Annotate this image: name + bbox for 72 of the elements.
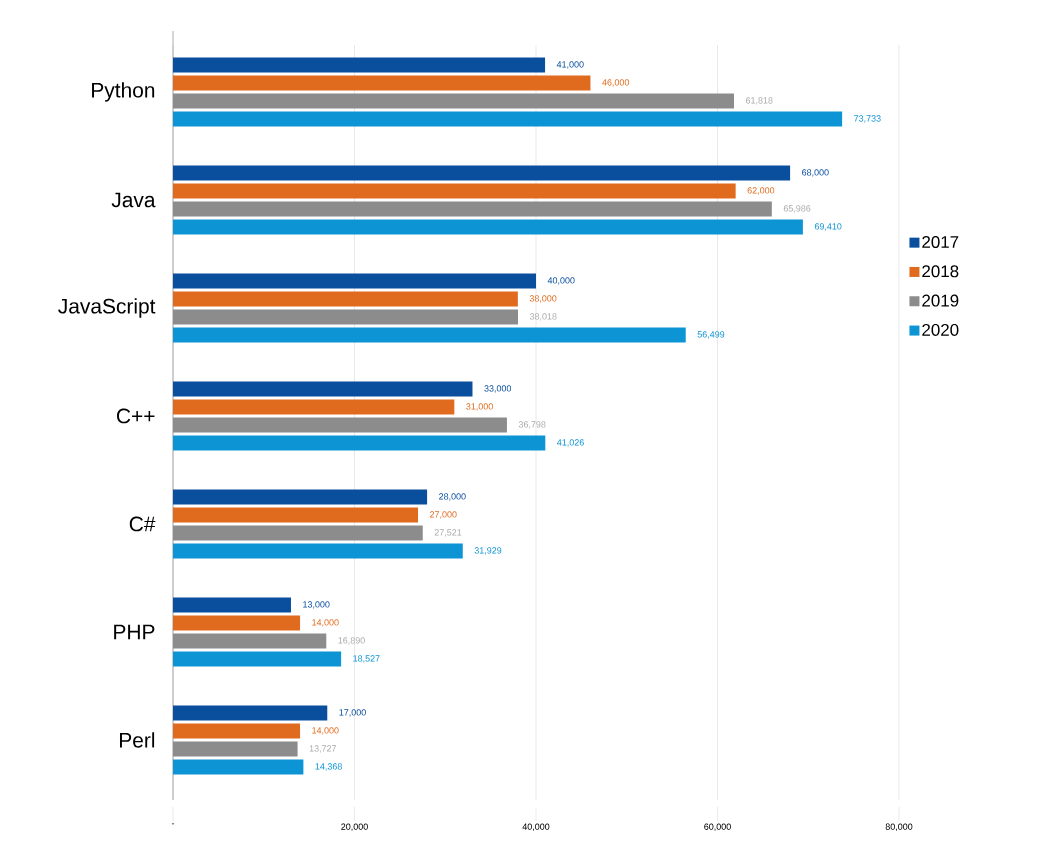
data-label: 61,818 (745, 97, 773, 105)
bar (173, 75, 591, 91)
bar (173, 273, 536, 289)
bar (173, 201, 772, 217)
bar (173, 723, 301, 739)
data-label: 36,798 (518, 421, 546, 429)
data-label: 65,986 (783, 205, 811, 213)
data-label: 13,000 (303, 601, 330, 609)
data-label: 68,000 (802, 169, 829, 177)
y-tick-label: JavaScript (58, 298, 156, 318)
y-tick-label: Java (111, 192, 156, 208)
bar (173, 597, 291, 613)
bar (173, 291, 518, 307)
data-label: 40,000 (547, 277, 575, 285)
data-label: 38,000 (529, 295, 557, 303)
bar (173, 327, 686, 343)
x-tick-label: - (171, 823, 175, 825)
bar (173, 111, 843, 127)
data-label: 46,000 (602, 79, 630, 87)
legend-label: 2019 (922, 294, 959, 307)
y-tick-label: Perl (119, 732, 155, 748)
data-label: 41,026 (557, 439, 584, 447)
data-label: 56,499 (697, 331, 725, 339)
bar (173, 57, 546, 73)
bar (173, 543, 463, 559)
data-label: 16,890 (338, 637, 365, 645)
data-label: 31,000 (466, 403, 493, 411)
y-tick-label: PHP (114, 624, 155, 640)
legend-label: 2020 (922, 323, 959, 336)
legend-label: 2018 (922, 265, 959, 278)
legend-label: 2017 (922, 235, 959, 248)
data-label: 27,521 (434, 529, 462, 537)
bar (173, 417, 507, 433)
data-label: 14,368 (315, 763, 342, 771)
bar (173, 615, 301, 631)
y-tick-label: Python (92, 82, 155, 102)
bar (173, 165, 791, 181)
data-label: 31,929 (474, 547, 502, 555)
bar (173, 633, 327, 649)
bar (173, 219, 803, 235)
data-label: 28,000 (439, 493, 466, 501)
data-label: 41,000 (556, 61, 584, 69)
data-label: 17,000 (339, 709, 366, 717)
data-label: 69,410 (814, 223, 842, 231)
data-label: 18,527 (353, 655, 380, 663)
bar (173, 489, 428, 505)
y-tick-label: C# (129, 516, 156, 532)
bar (173, 741, 298, 757)
data-label: 27,000 (430, 511, 457, 519)
data-label: 62,000 (747, 187, 775, 195)
bar (173, 525, 423, 541)
x-tick-label: 20,000 (341, 823, 368, 831)
data-label: 14,000 (312, 727, 339, 735)
bar (173, 435, 546, 451)
data-label: 14,000 (312, 619, 339, 627)
bar (173, 309, 519, 325)
bar (173, 381, 473, 397)
data-label: 33,000 (484, 385, 512, 393)
bar (173, 507, 419, 523)
bar (173, 759, 304, 775)
bar (173, 183, 736, 199)
bar (173, 93, 734, 109)
bar (173, 399, 455, 415)
bar (173, 705, 328, 721)
x-tick-label: 60,000 (704, 823, 731, 831)
bar (173, 651, 342, 667)
data-label: 38,018 (529, 313, 557, 321)
data-label: 73,733 (854, 115, 881, 123)
y-tick-label: C++ (117, 408, 155, 424)
data-label: 13,727 (309, 745, 337, 753)
x-tick-label: 80,000 (885, 823, 913, 831)
x-tick-label: 40,000 (522, 823, 550, 831)
